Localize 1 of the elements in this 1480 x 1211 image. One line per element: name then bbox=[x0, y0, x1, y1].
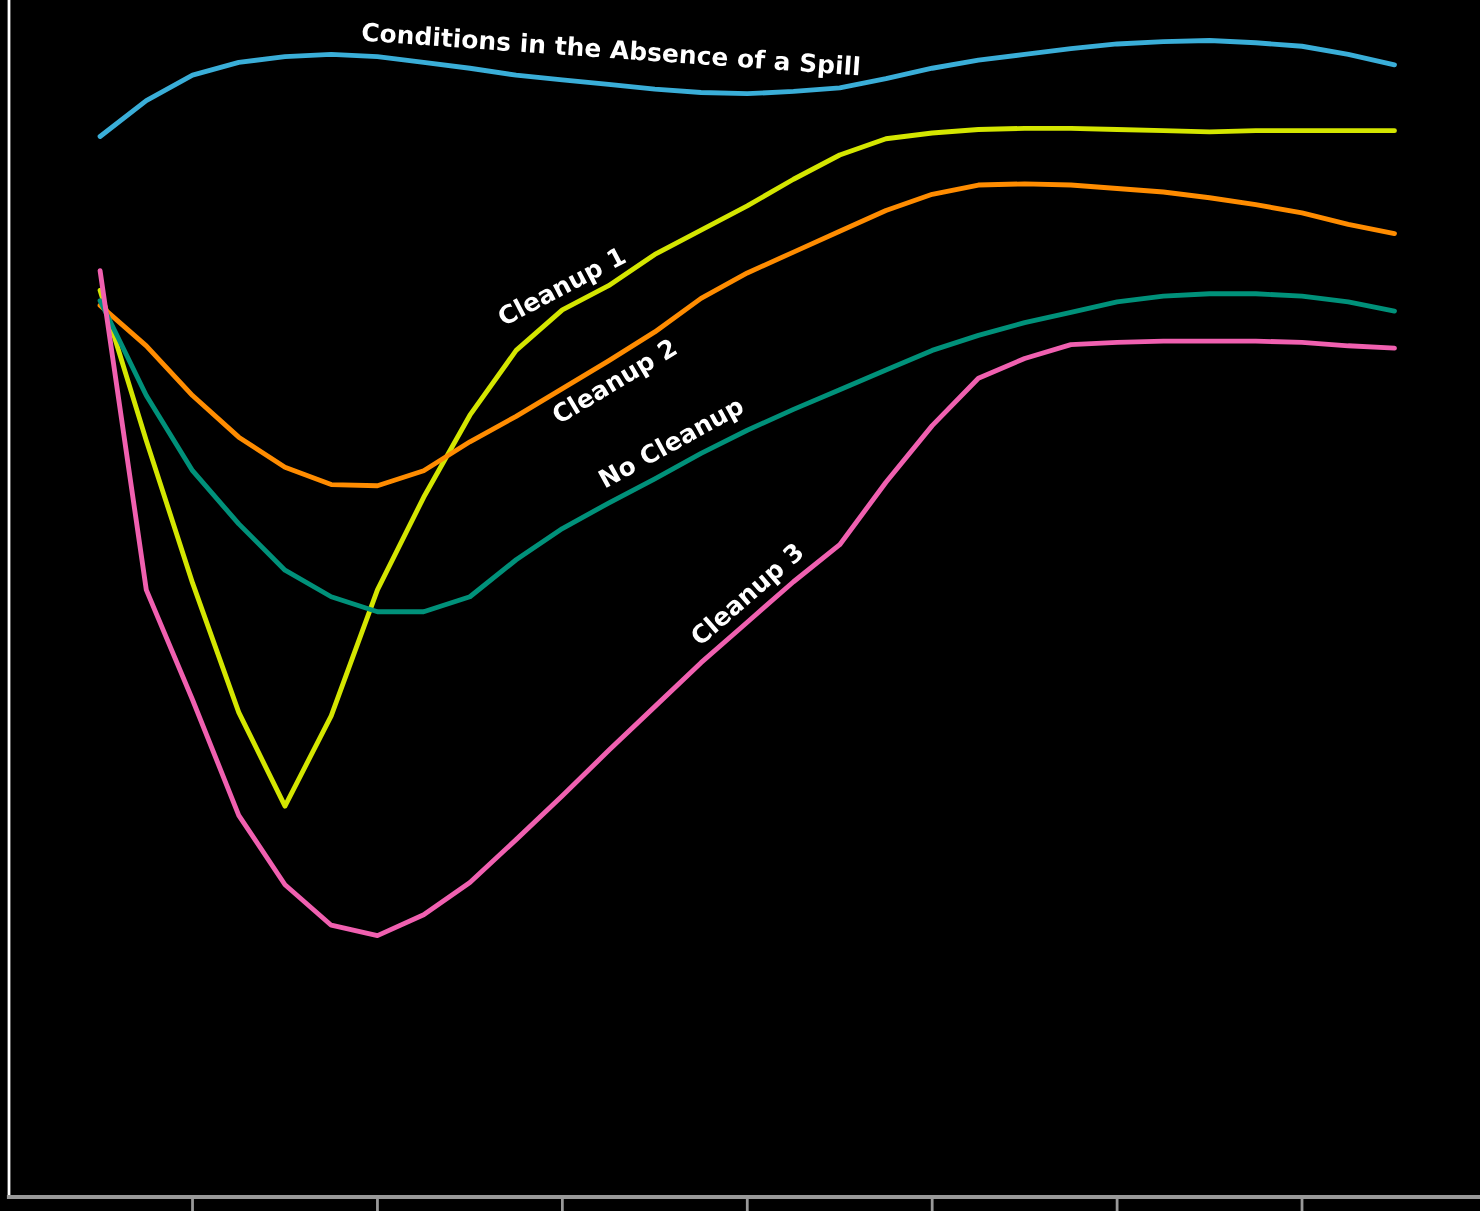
series-label: Conditions in the Absence of a Spill bbox=[361, 21, 860, 81]
